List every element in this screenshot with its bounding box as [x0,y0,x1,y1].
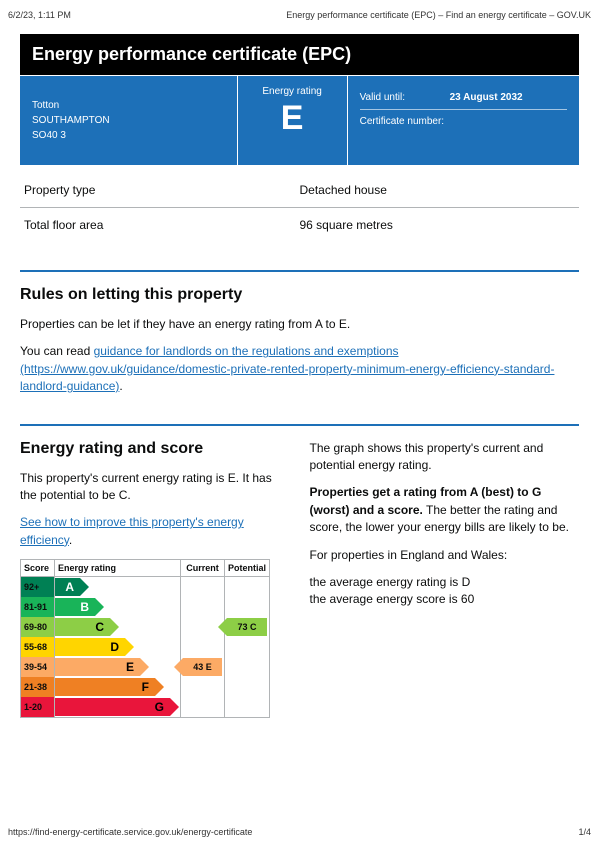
chart-row-E: 39-54E 43 E [21,657,269,677]
rating-section: Energy rating and score This property's … [20,424,579,719]
rating-label: Energy rating [238,86,347,97]
potential-marker: 73 C [227,618,267,636]
band-score: 39-54 [21,657,55,677]
address-line: SOUTHAMPTON [32,113,225,128]
energy-chart: Score Energy rating Current Potential 92… [20,559,270,718]
rating-heading: Energy rating and score [20,440,290,458]
property-type-value: Detached house [300,183,576,197]
band-bar: D [55,638,125,656]
band-bar: A [55,578,80,596]
footer-url: https://find-energy-certificate.service.… [8,827,252,837]
band-score: 55-68 [21,637,55,657]
floor-area-label: Total floor area [24,218,300,232]
print-doc-title: Energy performance certificate (EPC) – F… [286,10,591,20]
band-score: 21-38 [21,677,55,697]
chart-row-C: 69-80C 73 C [21,617,269,637]
rating-right-p1: The graph shows this property's current … [310,440,580,475]
chart-row-F: 21-38F [21,677,269,697]
chart-header-potential: Potential [225,560,269,576]
rating-letter: E [238,101,347,135]
rating-box: Energy rating E [238,76,348,165]
chart-row-G: 1-20G [21,697,269,717]
rating-right-p2: Properties get a rating from A (best) to… [310,484,580,536]
band-bar: F [55,678,155,696]
floor-area-value: 96 square metres [300,218,576,232]
chart-header-score: Score [21,560,55,576]
rating-right-p3: For properties in England and Wales: [310,547,580,564]
landlord-guidance-link[interactable]: guidance for landlords on the regulation… [20,344,554,393]
print-footer: https://find-energy-certificate.service.… [0,821,599,843]
chart-row-B: 81-91B [21,597,269,617]
chart-header-current: Current [181,560,225,576]
rating-p1: This property's current energy rating is… [20,470,290,505]
cert-number-label: Certificate number: [360,116,450,127]
valid-until-label: Valid until: [360,92,450,103]
print-header: 6/2/23, 1:11 PM Energy performance certi… [0,0,599,26]
improve-efficiency-link[interactable]: See how to improve this property's energ… [20,515,244,546]
letting-heading: Rules on letting this property [20,286,579,304]
chart-header-rating: Energy rating [55,560,181,576]
band-bar: C [55,618,110,636]
band-score: 69-80 [21,617,55,637]
letting-p1: Properties can be let if they have an en… [20,316,579,333]
address-block: Totton SOUTHAMPTON SO40 3 [20,76,238,165]
band-score: 1-20 [21,697,55,717]
page-title: Energy performance certificate (EPC) [20,34,579,75]
address-line: SO40 3 [32,128,225,143]
print-datetime: 6/2/23, 1:11 PM [8,10,71,20]
property-table: Property type Detached house Total floor… [20,173,579,242]
rating-right-p4: the average energy rating is D the avera… [310,574,580,609]
current-marker: 43 E [183,658,222,676]
band-score: 92+ [21,577,55,597]
certificate-meta: Valid until: 23 August 2032 Certificate … [348,76,579,165]
letting-section: Rules on letting this property Propertie… [20,270,579,396]
address-line: Totton [32,98,225,113]
band-bar: G [55,698,170,716]
chart-row-D: 55-68D [21,637,269,657]
chart-row-A: 92+A [21,577,269,597]
page-number: 1/4 [578,827,591,837]
band-bar: B [55,598,95,616]
summary-panel: Totton SOUTHAMPTON SO40 3 Energy rating … [20,75,579,165]
letting-p2: You can read guidance for landlords on t… [20,343,579,395]
valid-until-value: 23 August 2032 [450,92,523,103]
property-type-label: Property type [24,183,300,197]
band-score: 81-91 [21,597,55,617]
band-bar: E [55,658,140,676]
